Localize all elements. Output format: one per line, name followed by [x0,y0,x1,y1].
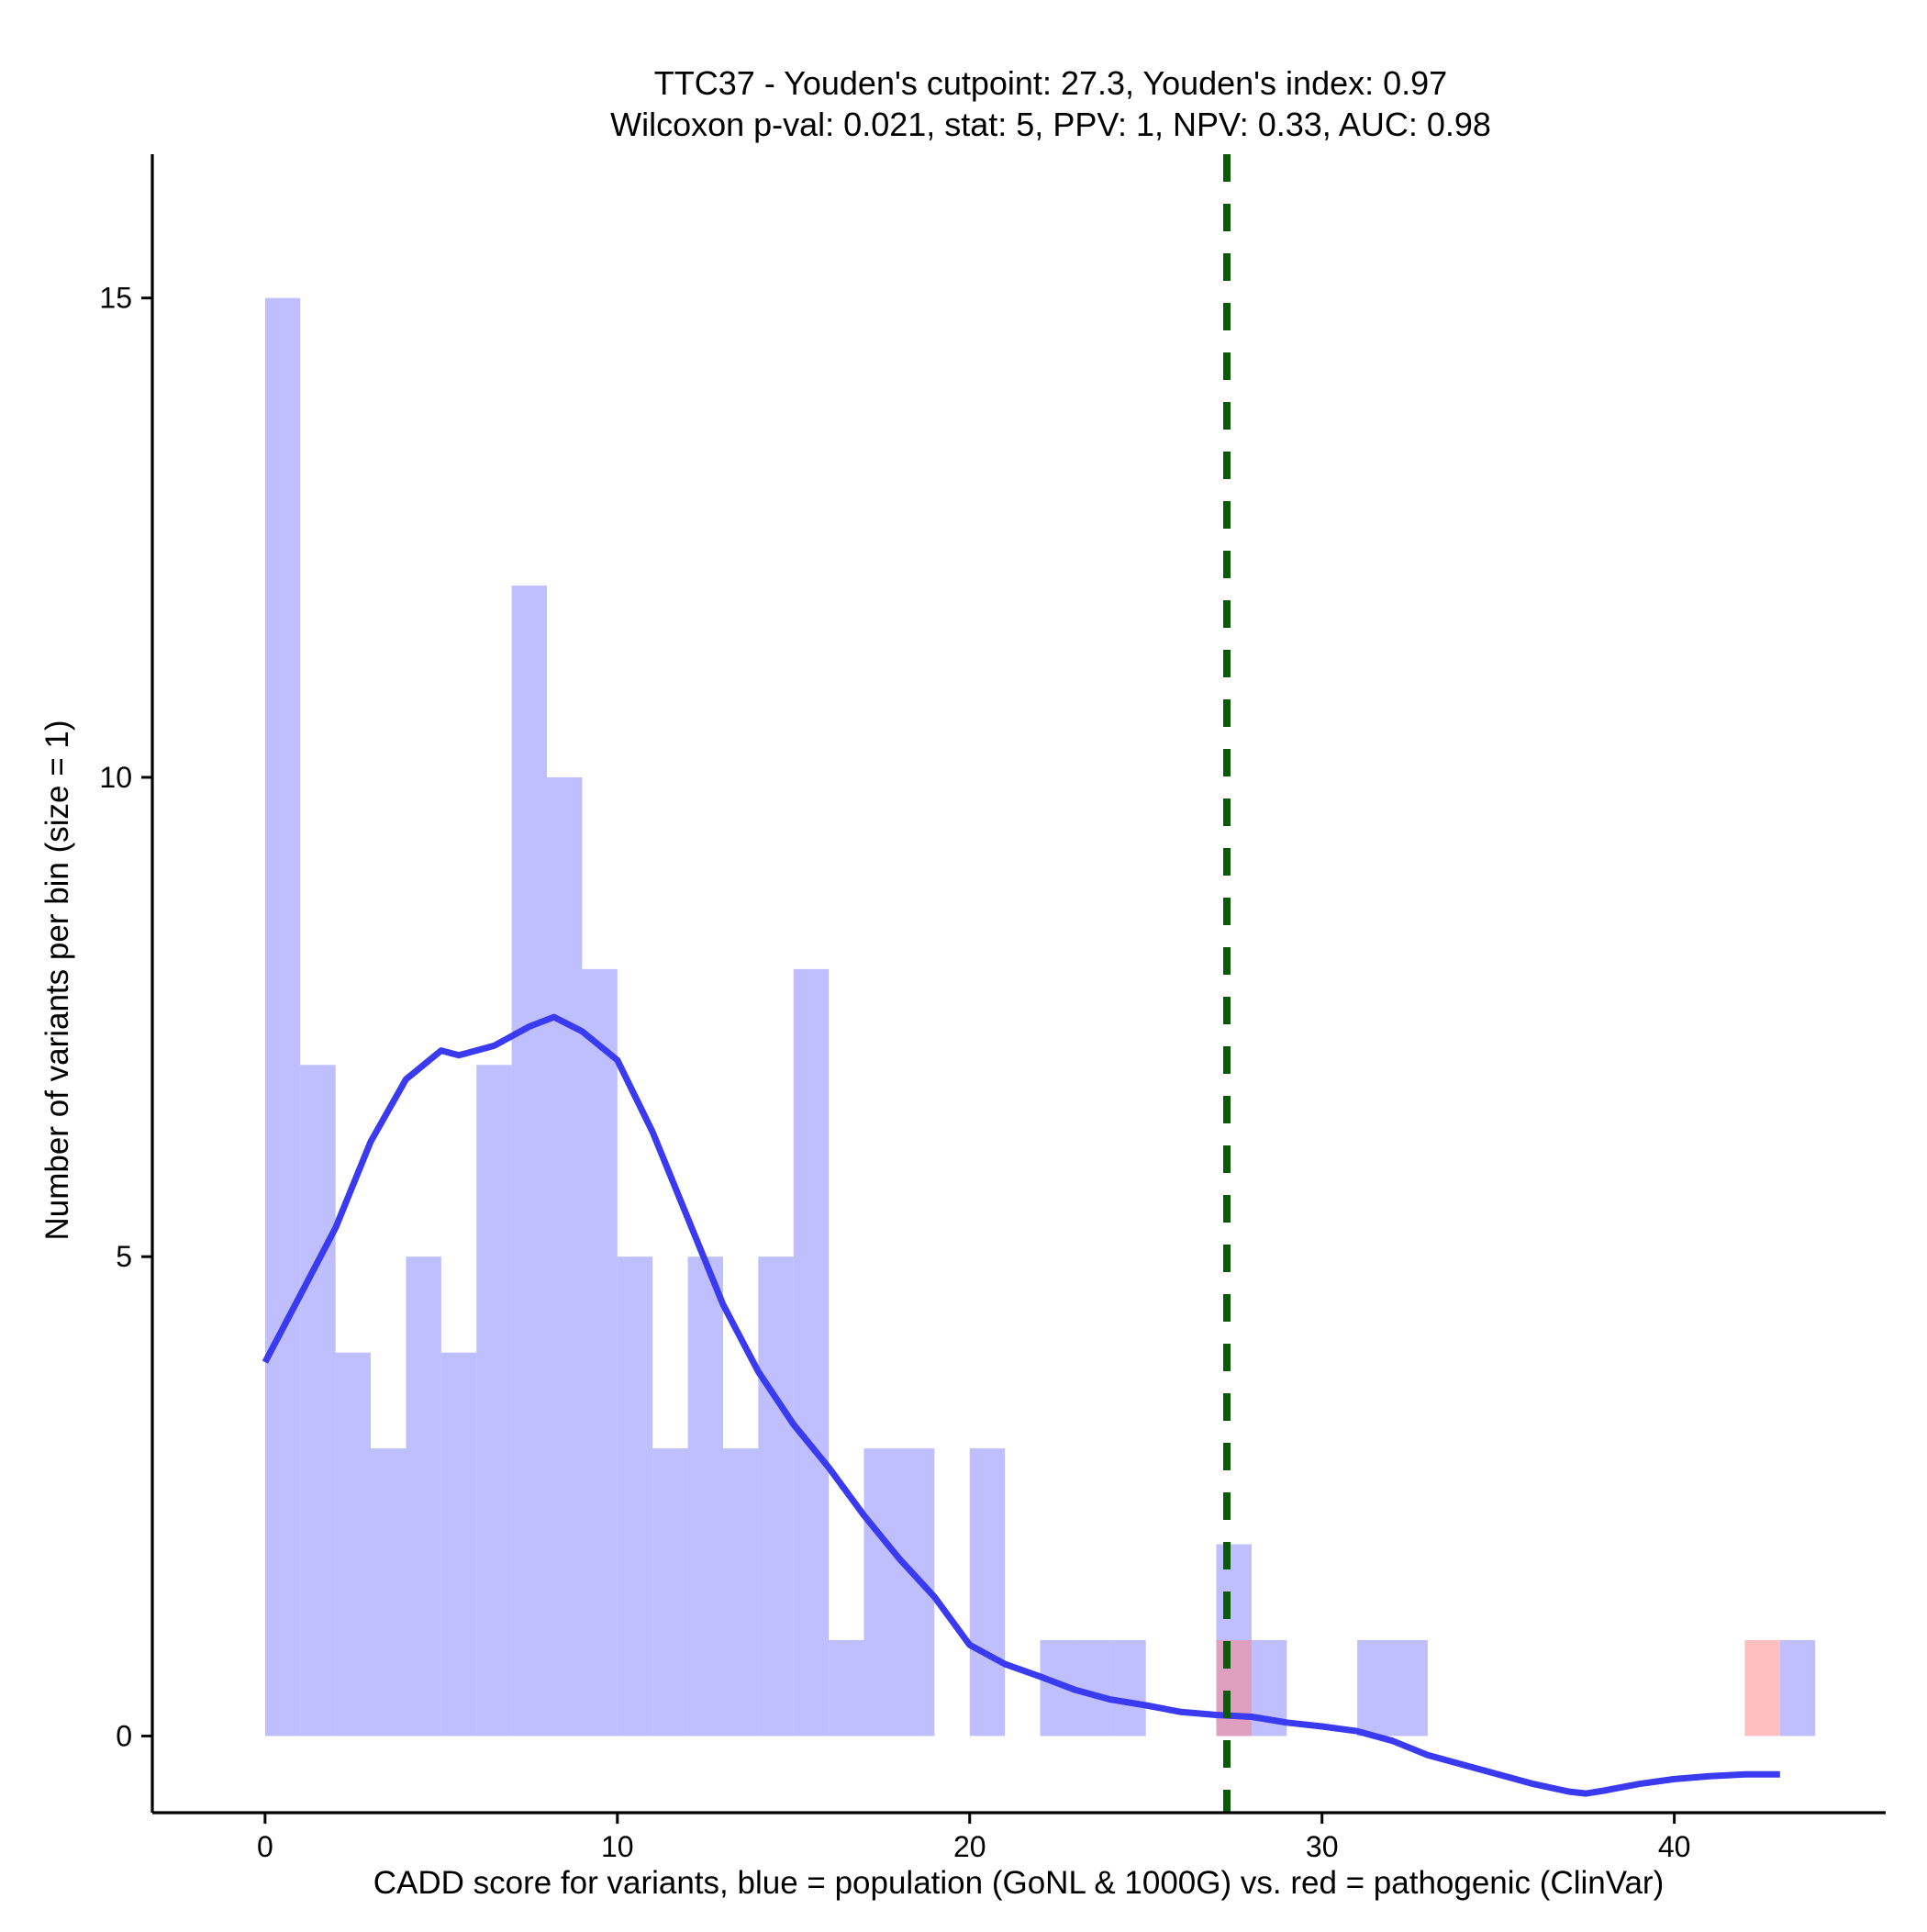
population-bar-6 [476,1065,512,1737]
x-tick-label-10: 10 [601,1830,634,1863]
x-tick-label-20: 20 [953,1830,986,1863]
population-bar-13 [722,1448,759,1737]
population-bar-9 [582,968,618,1737]
x-tick-label-30: 30 [1306,1830,1339,1863]
x-tick-label-0: 0 [257,1830,273,1863]
population-bar-8 [547,776,583,1737]
y-tick-label-10: 10 [99,761,132,794]
population-bar-17 [863,1448,899,1737]
x-axis-ticks: 0 10 20 30 40 [257,1813,1690,1863]
chart-title: TTC37 - Youden's cutpoint: 27.3, Youden'… [654,64,1447,102]
population-bar-16 [829,1639,864,1737]
chart-subtitle: Wilcoxon p-val: 0.021, stat: 5, PPV: 1, … [610,106,1491,143]
population-bar-10 [617,1256,653,1737]
population-bar-15 [793,968,830,1737]
population-bar-0 [264,297,301,1737]
pathogenic-bar-27 [1216,1639,1252,1737]
population-bar-7 [511,586,548,1737]
y-tick-label-5: 5 [116,1240,132,1273]
axes [150,154,1886,1815]
pathogenic-histogram [1216,1639,1780,1737]
y-axis-ticks: 0 5 10 15 [99,282,152,1752]
x-tick-label-40: 40 [1658,1830,1691,1863]
density-curve [262,1013,1780,1797]
population-bar-24 [1110,1639,1146,1737]
population-bar-11 [652,1448,688,1737]
population-bar-32 [1392,1639,1428,1737]
population-bar-43 [1779,1639,1816,1737]
population-bar-12 [687,1256,723,1737]
population-bar-23 [1075,1639,1111,1737]
y-tick-label-15: 15 [99,282,132,315]
pathogenic-bar-42 [1744,1639,1780,1737]
y-axis-title: Number of variants per bin (size = 1) [39,720,75,1240]
population-bar-3 [371,1448,407,1737]
y-tick-label-0: 0 [116,1719,132,1752]
population-bar-31 [1357,1639,1393,1737]
density-line [262,1013,1780,1797]
histogram-bars [264,297,1816,1737]
population-bar-1 [300,1065,336,1737]
population-bar-14 [758,1256,794,1737]
population-bar-20 [969,1448,1006,1737]
x-axis-title: CADD score for variants, blue = populati… [373,1865,1665,1901]
population-bar-2 [335,1352,372,1737]
population-bar-5 [440,1352,477,1737]
population-bar-4 [406,1256,441,1737]
